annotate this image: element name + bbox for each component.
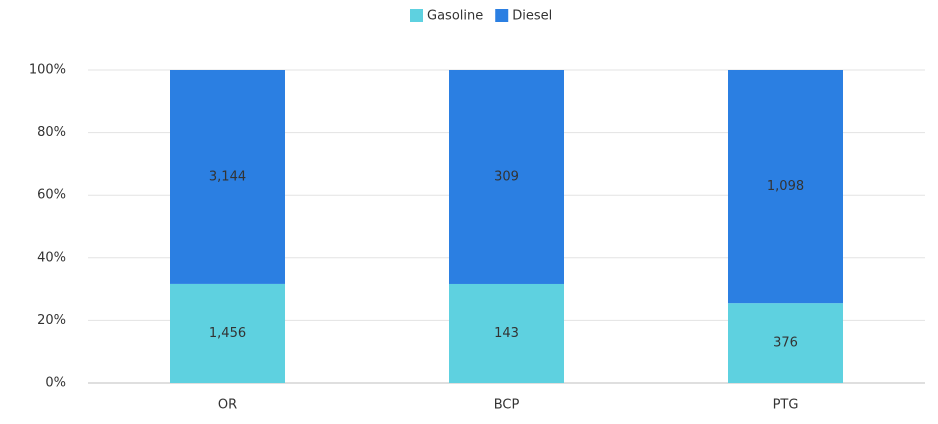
data-label: 309 [494,169,519,184]
y-tick-label: 40% [37,250,66,265]
bar-segment [728,70,843,304]
x-tick-label: BCP [494,398,520,413]
legend-label: Diesel [512,9,552,24]
x-tick-label: PTG [773,398,799,413]
x-tick-label: OR [218,398,237,413]
data-label: 3,144 [209,169,246,184]
bar-segment [170,283,285,383]
y-tick-label: 20% [37,313,66,328]
data-label: 1,098 [767,179,804,194]
data-label: 143 [494,326,519,341]
y-tick-label: 60% [37,188,66,203]
y-tick-label: 100% [29,63,66,78]
legend-swatch [410,9,423,22]
legend-label: Gasoline [427,9,483,24]
bar-segment [728,303,843,383]
bar-segment [449,70,564,284]
bar-segment [449,283,564,383]
legend-swatch [495,9,509,22]
data-label: 1,456 [209,326,246,341]
bar-segment [170,70,285,284]
y-tick-label: 0% [45,376,66,391]
data-label: 376 [773,336,798,351]
y-tick-label: 80% [37,125,66,140]
